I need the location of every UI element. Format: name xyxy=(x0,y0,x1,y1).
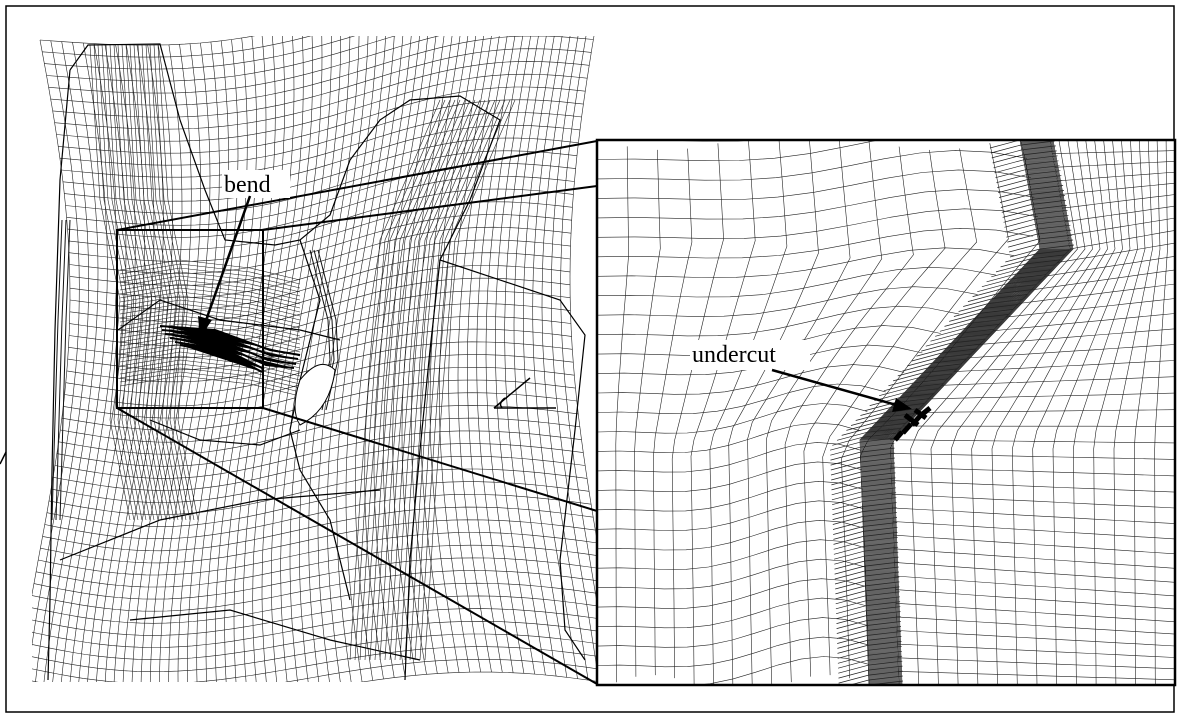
mesh-grid xyxy=(32,36,598,682)
bend-label-bg xyxy=(222,170,290,198)
inset-fold-band xyxy=(830,140,1075,685)
undercut-marker xyxy=(893,406,932,442)
zoom-connectors xyxy=(116,140,598,685)
main-mesh-view xyxy=(32,36,598,682)
view-angle-icon xyxy=(493,377,556,409)
edge-tick xyxy=(0,451,7,465)
mesh-gap xyxy=(294,363,336,426)
undercut-arrow xyxy=(771,368,912,412)
inset-mesh-view xyxy=(597,140,1175,685)
zoom-region-box xyxy=(116,229,264,409)
bend-arrow xyxy=(198,195,252,338)
mesh-outline xyxy=(47,43,586,681)
undercut-label-bg xyxy=(690,340,810,370)
undercut-label: undercut xyxy=(692,342,776,368)
inset-border xyxy=(595,138,1177,687)
bend-label: bend xyxy=(224,172,271,198)
